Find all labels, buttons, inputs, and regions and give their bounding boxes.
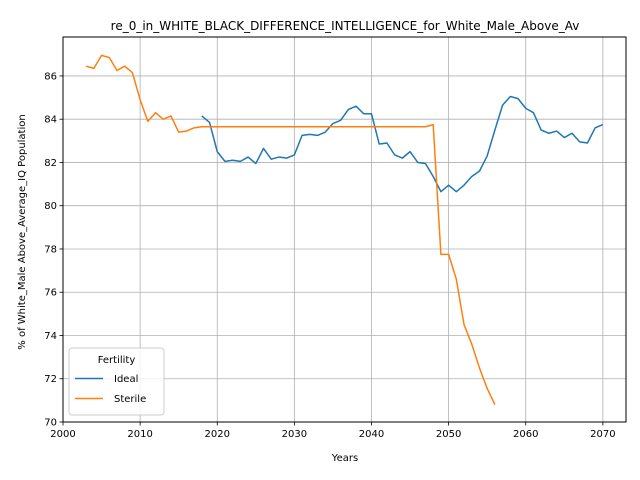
- x-tick-label: 2060: [513, 429, 538, 440]
- y-tick-label: 70: [44, 418, 57, 429]
- chart-title: re_0_in_WHITE_BLACK_DIFFERENCE_INTELLIGE…: [111, 19, 580, 33]
- y-tick-label: 82: [44, 158, 57, 169]
- x-tick-label: 2010: [127, 429, 152, 440]
- y-axis: 70 72 74 76 78 80 82 84 86: [44, 71, 63, 429]
- legend-title: Fertility: [98, 355, 136, 366]
- x-tick-label: 2040: [359, 429, 384, 440]
- y-tick-label: 72: [44, 374, 57, 385]
- legend: Fertility Ideal Sterile: [68, 347, 165, 416]
- x-axis-label: Years: [331, 453, 358, 464]
- x-tick-label: 2020: [205, 429, 230, 440]
- plot-frame: [62, 36, 627, 423]
- legend-label-ideal: Ideal: [114, 374, 138, 385]
- y-tick-label: 78: [44, 244, 57, 255]
- y-tick-label: 74: [44, 331, 57, 342]
- y-tick-label: 80: [44, 201, 57, 212]
- legend-label-sterile: Sterile: [114, 394, 146, 405]
- y-tick-label: 84: [44, 115, 57, 126]
- y-axis-label: % of White_Male Above_Average_IQ Populat…: [17, 114, 28, 349]
- series-line-ideal: [201, 95, 604, 193]
- plot-area: [85, 54, 604, 406]
- x-tick-label: 2050: [436, 429, 461, 440]
- x-tick-label: 2000: [50, 429, 75, 440]
- x-tick-label: 2030: [282, 429, 307, 440]
- x-axis: 2000 2010 2020 2030 2040 2050 2060 2070: [50, 422, 616, 440]
- y-tick-label: 76: [44, 288, 57, 299]
- series-line-sterile: [85, 54, 496, 406]
- y-tick-label: 86: [44, 71, 57, 82]
- x-tick-label: 2070: [590, 429, 615, 440]
